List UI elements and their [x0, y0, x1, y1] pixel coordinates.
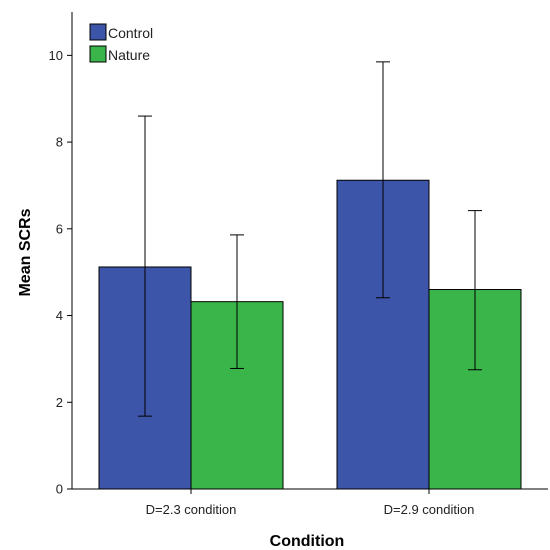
legend: Control Nature: [89, 23, 153, 63]
x-ticks: D=2.3 condition D=2.9 condition: [146, 489, 475, 517]
y-tick-label: 10: [49, 48, 63, 63]
y-tick-label: 2: [56, 395, 63, 410]
error-bars-layer: [138, 61, 482, 417]
x-axis-title: Condition: [270, 533, 345, 550]
y-tick-label: 4: [56, 308, 63, 323]
y-tick-label: 0: [56, 482, 63, 497]
bars-layer: [98, 179, 522, 490]
x-tick-label: D=2.9 condition: [384, 502, 475, 517]
legend-label-control: Control: [108, 25, 153, 41]
y-tick-label: 8: [56, 135, 63, 150]
legend-label-nature: Nature: [108, 47, 150, 63]
y-tick-label: 6: [56, 221, 63, 236]
y-axis-title: Mean SCRs: [17, 208, 34, 296]
x-tick-label: D=2.3 condition: [146, 502, 237, 517]
y-ticks: 0 2 4 6 8 10: [49, 48, 72, 497]
axes-layer: [71, 12, 548, 490]
legend-swatch-nature: [89, 45, 107, 63]
legend-swatch-control: [89, 23, 107, 41]
